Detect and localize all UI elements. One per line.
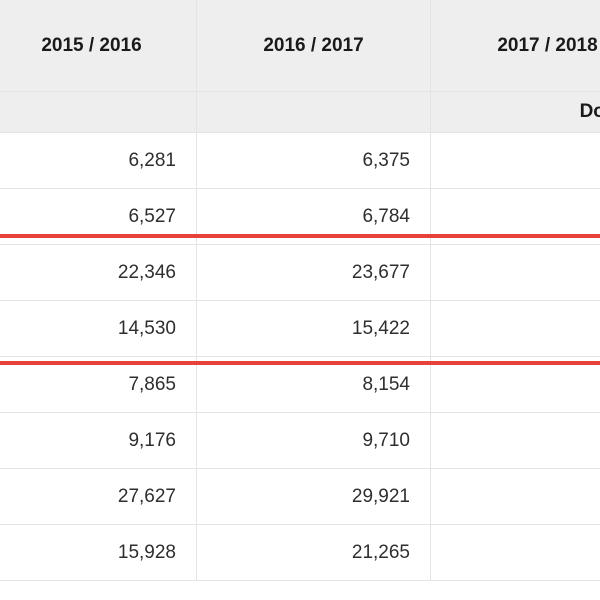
table-cell: 6,375 — [197, 133, 431, 189]
column-header[interactable]: 2017 / 2018 — [431, 0, 600, 92]
highlight-line-bottom — [0, 361, 600, 365]
table-cell: 8 — [431, 357, 600, 413]
table-cell: 27,627 — [0, 469, 197, 525]
table-cell: 7,865 — [0, 357, 197, 413]
table-cell: 15,422 — [197, 301, 431, 357]
table-cell: 14,530 — [0, 301, 197, 357]
highlight-line-top — [0, 234, 600, 238]
table-cell: 29,921 — [197, 469, 431, 525]
table-cell: 21,265 — [197, 525, 431, 581]
table-cell: 22 — [431, 525, 600, 581]
table-cell: 6,527 — [0, 189, 197, 245]
tuition-table: 2015 / 2016 2016 / 2017 2017 / 2018 Doll… — [0, 0, 600, 581]
table-cell: 9,176 — [0, 413, 197, 469]
column-header[interactable]: 2015 / 2016 — [0, 0, 197, 92]
table-cell: 22,346 — [0, 245, 197, 301]
unit-label: Dollars — [431, 92, 600, 133]
table-cell: 6 — [431, 189, 600, 245]
table-cell: 9 — [431, 413, 600, 469]
table-cell: 23,677 — [197, 245, 431, 301]
table-cell: 25 — [431, 245, 600, 301]
column-header[interactable]: 2016 / 2017 — [197, 0, 431, 92]
table-cell: 6 — [431, 133, 600, 189]
table-cell: 15,928 — [0, 525, 197, 581]
table-cell: 6,281 — [0, 133, 197, 189]
table-cell: 32 — [431, 469, 600, 525]
table-cell: 16 — [431, 301, 600, 357]
table-cell: 6,784 — [197, 189, 431, 245]
table-cell: 8,154 — [197, 357, 431, 413]
unit-cell — [197, 92, 431, 133]
unit-cell — [0, 92, 197, 133]
table-cell: 9,710 — [197, 413, 431, 469]
